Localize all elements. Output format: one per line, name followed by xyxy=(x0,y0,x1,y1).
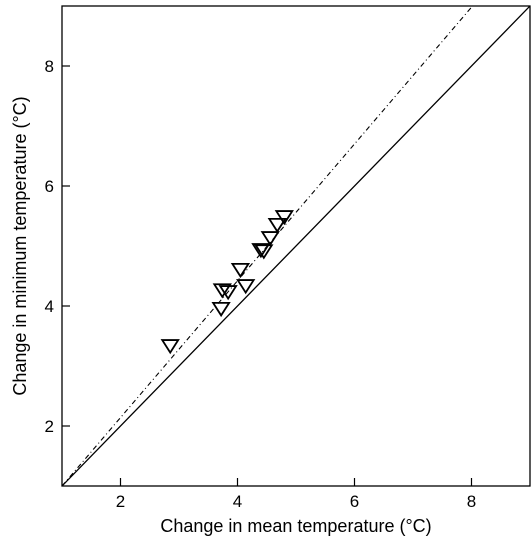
plot-frame xyxy=(61,5,531,487)
data-point xyxy=(230,262,251,279)
data-point xyxy=(212,283,232,299)
y-tick-label: 2 xyxy=(45,417,54,436)
y-tick-label: 4 xyxy=(45,297,54,316)
x-tick-label: 2 xyxy=(116,492,125,511)
data-points xyxy=(160,210,294,355)
data-point xyxy=(260,231,280,247)
x-axis-label: Change in mean temperature (°C) xyxy=(160,516,431,536)
identity-line xyxy=(62,6,530,486)
data-point xyxy=(236,279,256,295)
data-point xyxy=(254,244,274,260)
x-tick-label: 4 xyxy=(233,492,242,511)
x-tick-label: 6 xyxy=(350,492,359,511)
data-point xyxy=(211,301,231,318)
data-point xyxy=(218,285,238,301)
y-tick-label: 8 xyxy=(45,57,54,76)
reference-lines xyxy=(62,6,530,486)
data-point xyxy=(267,217,287,234)
y-axis-label: Change in minimum temperature (°C) xyxy=(10,96,30,395)
axes: 2 4 6 8 2 4 6 8 xyxy=(45,57,477,511)
data-point xyxy=(160,339,180,355)
data-point xyxy=(251,243,271,259)
x-tick-label: 8 xyxy=(467,492,476,511)
data-point xyxy=(274,210,294,226)
fit-line xyxy=(62,6,474,486)
y-tick-label: 6 xyxy=(45,177,54,196)
